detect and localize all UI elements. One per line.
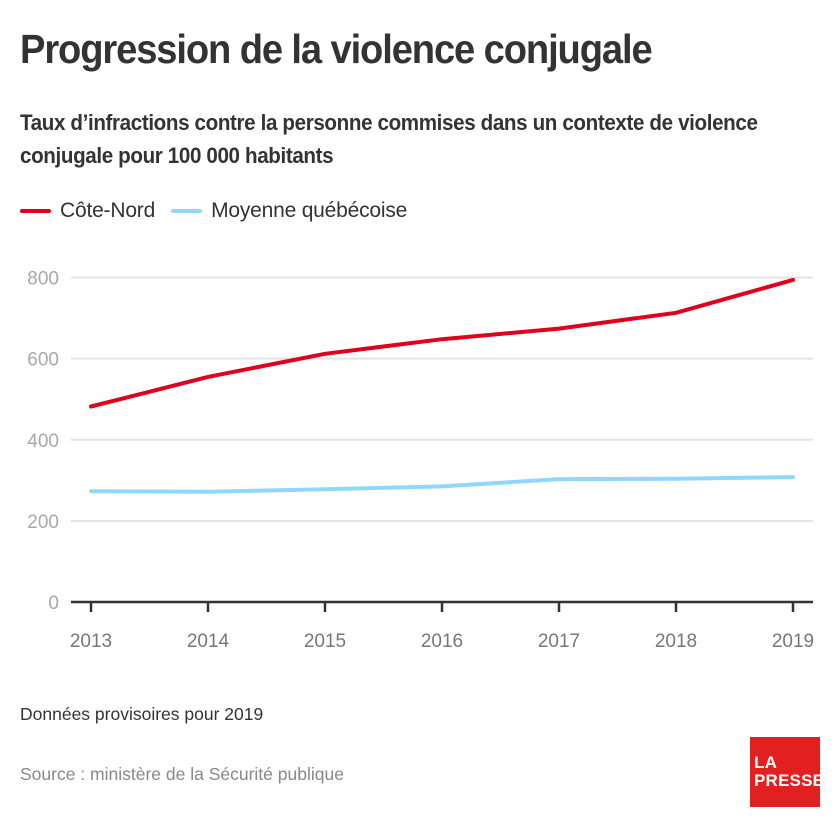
y-axis: 0 200 400 600 800 [27, 269, 59, 615]
la-presse-logo: LA PRESSE [750, 737, 825, 807]
x-tick-label: 2016 [421, 631, 463, 652]
series-line-cote-nord [89, 277, 795, 409]
x-tick-label: 2019 [772, 631, 814, 652]
gridlines [71, 276, 813, 522]
x-tick-label: 2017 [538, 631, 580, 652]
x-tick-label: 2013 [70, 631, 112, 652]
legend: Côte-Nord Moyenne québécoise [20, 197, 423, 225]
x-tick-label: 2015 [304, 631, 346, 652]
legend-item-moyenne-quebecoise: Moyenne québécoise [171, 199, 407, 223]
x-tick-label: 2014 [187, 631, 230, 652]
y-tick-label: 200 [27, 512, 59, 533]
logo-line-1: LA [754, 753, 778, 772]
logo-line-2: PRESSE [754, 771, 825, 790]
x-tick-label: 2018 [655, 631, 697, 652]
chart-title: Progression de la violence conjugale [20, 26, 653, 72]
legend-swatch-moyenne-quebecoise [171, 209, 203, 213]
source-note: Source : ministère de la Sécurité publiq… [20, 764, 344, 784]
series-lines [89, 277, 795, 494]
chart-subtitle: Taux d’infractions contre la personne co… [20, 110, 758, 168]
legend-item-cote-nord: Côte-Nord [20, 199, 155, 223]
x-axis: 2013 2014 2015 2016 2017 2018 2019 [70, 600, 814, 652]
legend-label-cote-nord: Côte-Nord [60, 199, 156, 222]
y-tick-label: 800 [27, 269, 59, 290]
y-tick-label: 0 [48, 593, 59, 614]
legend-label-moyenne-quebecoise: Moyenne québécoise [211, 199, 408, 222]
legend-swatch-cote-nord [20, 209, 51, 213]
series-line-moyenne-quebecoise [89, 475, 795, 494]
footnote: Données provisoires pour 2019 [20, 704, 264, 724]
y-tick-label: 600 [27, 350, 59, 371]
y-tick-label: 400 [27, 431, 59, 452]
